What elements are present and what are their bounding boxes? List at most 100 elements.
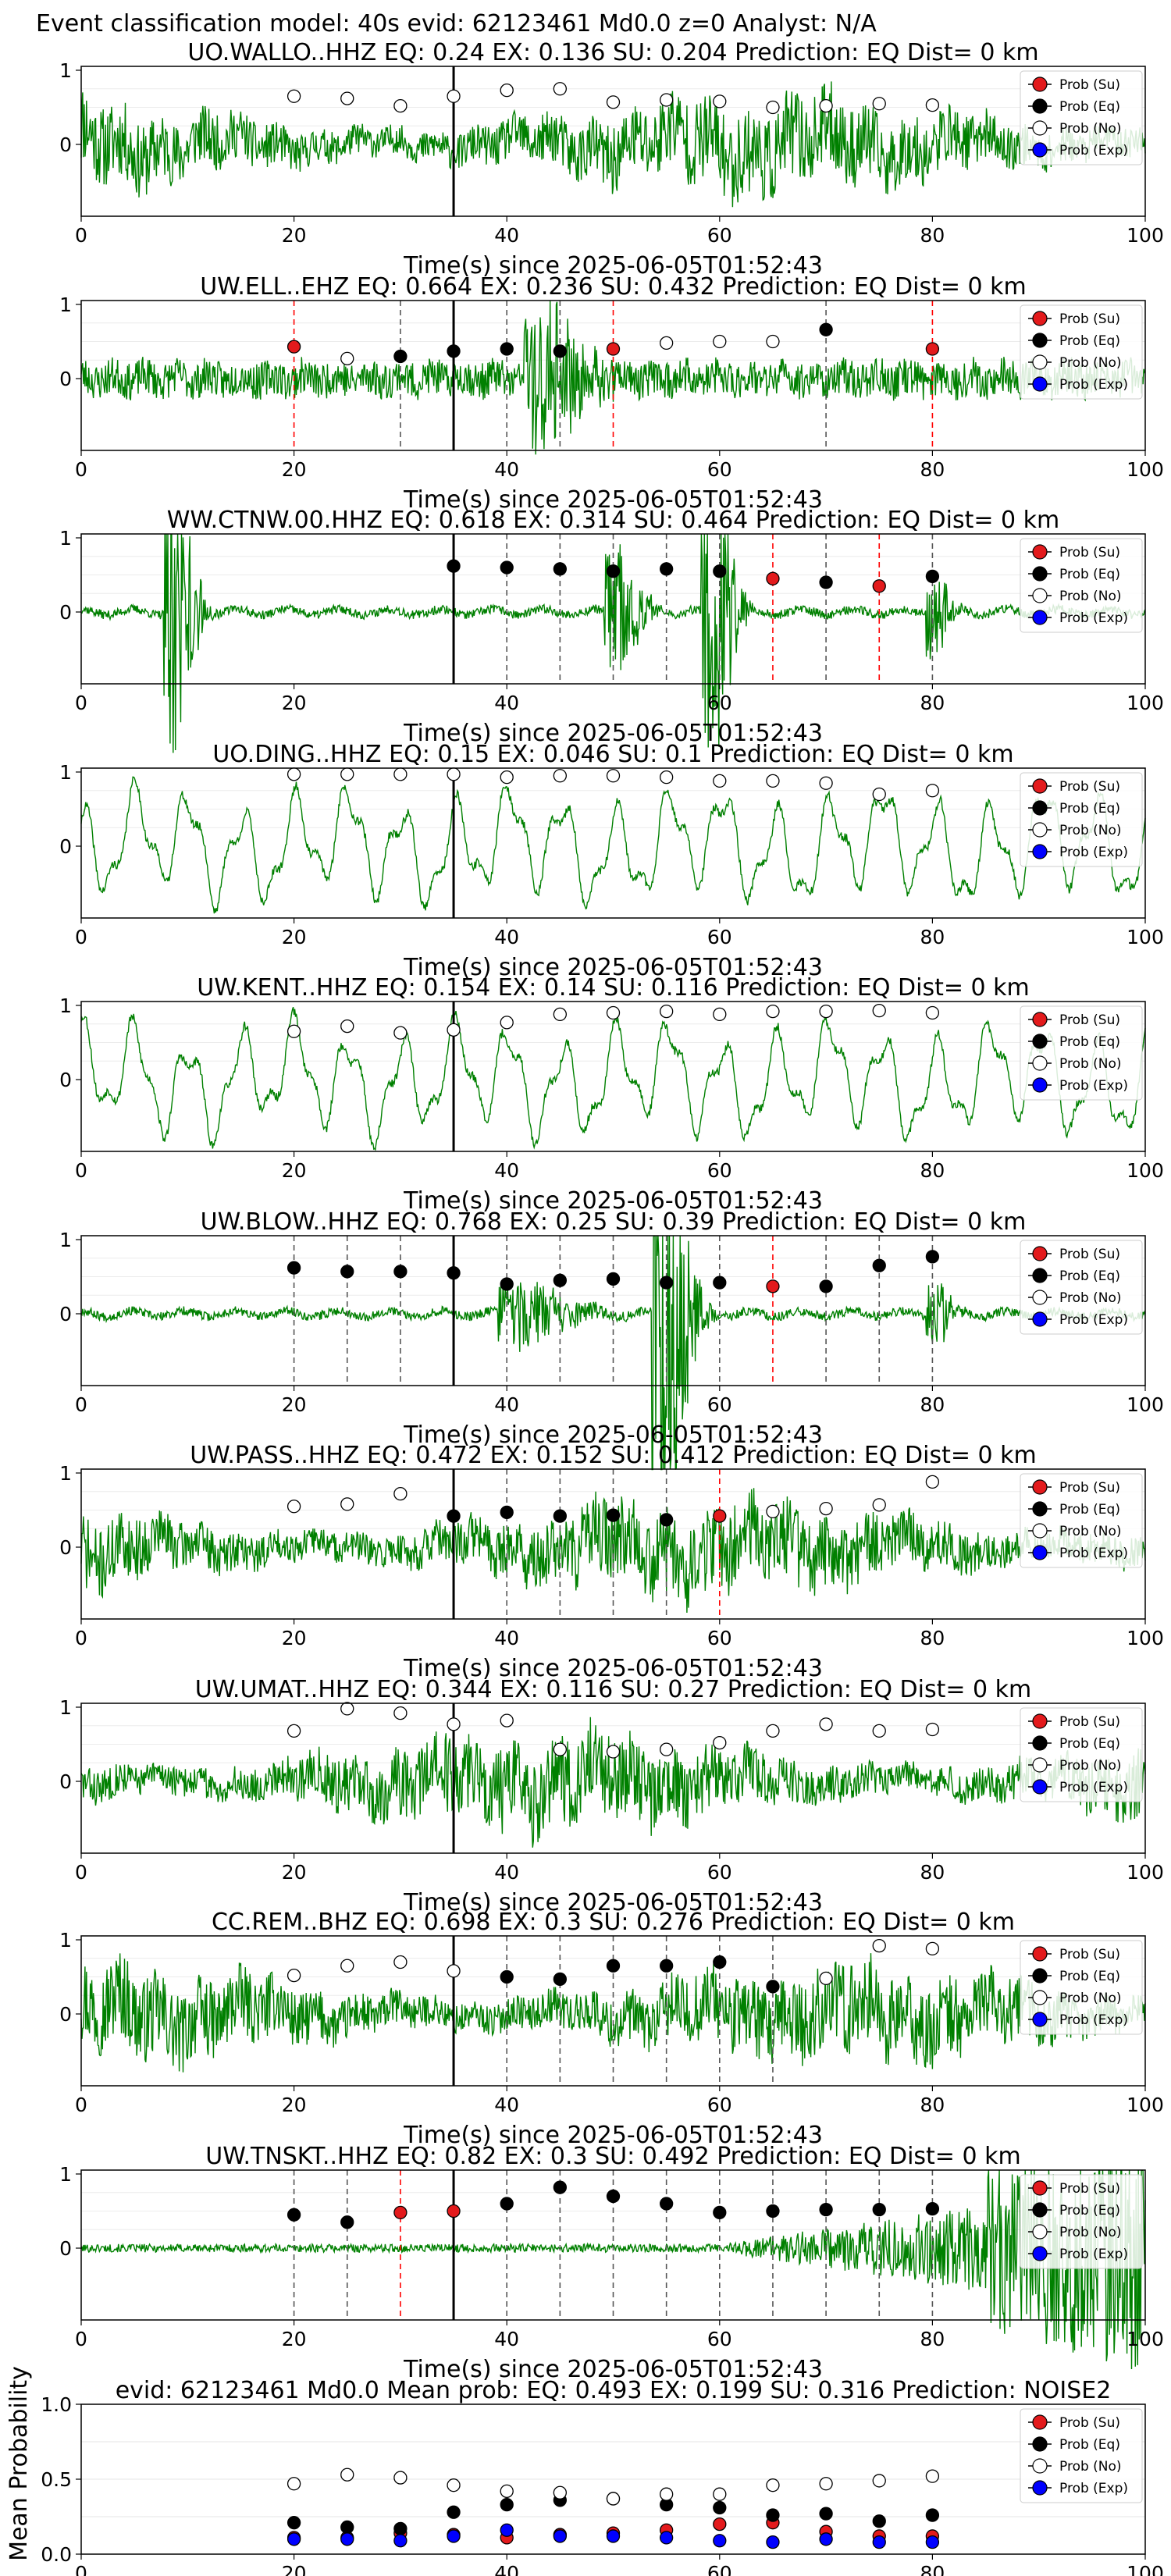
prob-point-su bbox=[872, 579, 886, 593]
legend-marker-eq bbox=[1032, 1735, 1048, 1751]
mean-point-no bbox=[872, 2474, 886, 2488]
legend-marker-eq bbox=[1032, 1968, 1048, 1984]
legend-marker-no bbox=[1032, 1757, 1048, 1773]
mean-point-exp bbox=[766, 2535, 780, 2549]
panel-title: UW.ELL..EHZ EQ: 0.664 EX: 0.236 SU: 0.43… bbox=[200, 273, 1027, 301]
legend-label-eq: Prob (Eq) bbox=[1059, 801, 1120, 817]
legend-label-eq: Prob (Eq) bbox=[1059, 1969, 1120, 1984]
prob-point-no bbox=[660, 93, 674, 107]
x-tick-label: 40 bbox=[494, 1393, 519, 1416]
x-tick-label: 20 bbox=[282, 224, 307, 247]
prob-point-no bbox=[500, 84, 514, 98]
prob-point-no bbox=[925, 1941, 940, 1956]
mean-point-no bbox=[340, 2467, 354, 2482]
legend-marker-eq bbox=[1032, 800, 1048, 816]
panel-title: evid: 62123461 Md0.0 Mean prob: EQ: 0.49… bbox=[116, 2377, 1112, 2404]
legend-label-su: Prob (Su) bbox=[1059, 2415, 1120, 2431]
x-tick-label: 80 bbox=[920, 2328, 945, 2350]
x-tick-label: 60 bbox=[707, 458, 732, 481]
waveform-line bbox=[80, 1235, 1146, 1471]
prob-point-eq bbox=[819, 1279, 833, 1293]
x-tick-label: 60 bbox=[707, 1159, 732, 1182]
prob-point-no bbox=[766, 1004, 780, 1019]
prob-point-eq bbox=[606, 2189, 621, 2204]
prob-point-eq bbox=[500, 2197, 514, 2211]
x-tick-label: 0 bbox=[75, 926, 87, 948]
x-tick-label: 20 bbox=[282, 926, 307, 948]
prob-point-eq bbox=[553, 2180, 567, 2194]
legend-label-su: Prob (Su) bbox=[1059, 77, 1120, 93]
legend-label-no: Prob (No) bbox=[1059, 1056, 1122, 1072]
panel-8: CC.REM..BHZ EQ: 0.698 EX: 0.3 SU: 0.276 … bbox=[59, 1909, 1164, 2149]
prob-point-no bbox=[393, 98, 408, 113]
mean-point-no bbox=[660, 2487, 674, 2501]
legend-marker-no bbox=[1032, 822, 1048, 838]
x-tick-label: 100 bbox=[1127, 1159, 1164, 1182]
legend-label-exp: Prob (Exp) bbox=[1059, 143, 1128, 158]
legend-label-eq: Prob (Eq) bbox=[1059, 1736, 1120, 1752]
mean-point-eq bbox=[447, 2505, 461, 2519]
panel-1: UW.ELL..EHZ EQ: 0.664 EX: 0.236 SU: 0.43… bbox=[59, 273, 1164, 514]
x-tick-label: 80 bbox=[920, 458, 945, 481]
plot-frame bbox=[80, 2403, 1146, 2555]
y-tick-label: 0 bbox=[59, 835, 72, 858]
y-axis-label: Mean Probability bbox=[5, 2366, 33, 2561]
prob-point-eq bbox=[553, 344, 567, 358]
mean-point-no bbox=[287, 2477, 301, 2491]
plot-frame bbox=[80, 1468, 1146, 1620]
prob-point-no bbox=[340, 1702, 354, 1716]
x-tick-label: 100 bbox=[1127, 224, 1164, 247]
legend-marker-su bbox=[1032, 544, 1048, 560]
waveform-line bbox=[80, 1717, 1146, 1848]
prob-point-no bbox=[713, 334, 727, 349]
prob-point-no bbox=[925, 98, 940, 112]
y-tick-label: 1 bbox=[59, 2163, 72, 2186]
x-tick-label: 40 bbox=[494, 458, 519, 481]
mean-point-eq bbox=[766, 2508, 780, 2522]
prob-point-no bbox=[713, 94, 727, 109]
x-tick-label: 100 bbox=[1127, 1627, 1164, 1649]
legend-marker-eq bbox=[1032, 1034, 1048, 1049]
legend-label-su: Prob (Su) bbox=[1059, 545, 1120, 560]
legend-label-su: Prob (Su) bbox=[1059, 311, 1120, 327]
x-tick-label: 100 bbox=[1127, 2328, 1164, 2350]
prob-point-eq bbox=[819, 322, 833, 336]
legend-label-exp: Prob (Exp) bbox=[1059, 2481, 1128, 2496]
legend-label-su: Prob (Su) bbox=[1059, 1247, 1120, 1262]
legend-marker-su bbox=[1032, 1479, 1048, 1495]
prob-point-no bbox=[660, 336, 674, 350]
legend-label-su: Prob (Su) bbox=[1059, 1714, 1120, 1730]
x-tick-label: 100 bbox=[1127, 458, 1164, 481]
mean-point-eq bbox=[872, 2514, 886, 2528]
prob-point-no bbox=[819, 1004, 833, 1019]
x-tick-label: 20 bbox=[282, 1393, 307, 1416]
panel-title: UO.WALLO..HHZ EQ: 0.24 EX: 0.136 SU: 0.2… bbox=[187, 39, 1038, 66]
x-tick-label: 0 bbox=[75, 2094, 87, 2116]
y-tick-label: 0 bbox=[59, 1770, 72, 1793]
y-tick-label: 0.5 bbox=[41, 2468, 72, 2491]
prob-point-no bbox=[660, 1004, 674, 1019]
legend-label-su: Prob (Su) bbox=[1059, 779, 1120, 795]
prob-point-eq bbox=[393, 349, 408, 364]
x-tick-label: 100 bbox=[1127, 926, 1164, 948]
legend-marker-exp bbox=[1032, 1311, 1048, 1327]
prob-point-su bbox=[447, 2204, 461, 2218]
prob-point-no bbox=[925, 1722, 940, 1737]
prob-point-no bbox=[393, 1026, 408, 1040]
plot-frame bbox=[80, 1001, 1146, 1152]
legend-marker-su bbox=[1032, 778, 1048, 794]
prob-point-eq bbox=[447, 559, 461, 573]
legend-marker-exp bbox=[1032, 2012, 1048, 2027]
legend-box bbox=[1020, 1005, 1143, 1101]
legend-label-no: Prob (No) bbox=[1059, 2459, 1122, 2475]
prob-point-eq bbox=[340, 2215, 354, 2229]
prob-point-eq bbox=[447, 344, 461, 358]
mean-point-no bbox=[553, 2485, 567, 2500]
prob-point-no bbox=[872, 1004, 886, 1018]
y-tick-label: 1 bbox=[59, 1229, 72, 1251]
legend-marker-no bbox=[1032, 588, 1048, 603]
prob-point-no bbox=[287, 1500, 301, 1514]
y-tick-label: 0 bbox=[59, 368, 72, 390]
mean-point-exp bbox=[819, 2532, 833, 2546]
y-tick-label: 1 bbox=[59, 294, 72, 316]
